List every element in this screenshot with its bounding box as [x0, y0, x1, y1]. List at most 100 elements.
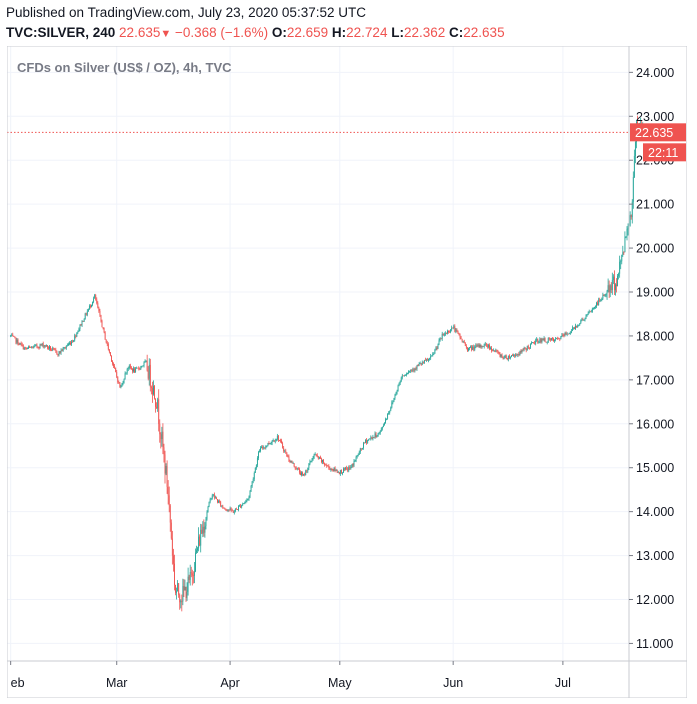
candle-body	[63, 347, 65, 349]
candle-body	[443, 334, 445, 336]
candle-body	[399, 381, 401, 383]
candle-body	[193, 571, 195, 576]
candle-body	[403, 375, 405, 377]
candle-body	[263, 447, 265, 449]
candle-body	[44, 345, 46, 347]
candle-body	[459, 334, 461, 338]
candle-body	[187, 576, 189, 592]
candle-body	[445, 333, 447, 335]
candle-body	[441, 333, 443, 339]
candle-body	[323, 459, 325, 464]
candle-body	[324, 463, 326, 465]
candle-body	[390, 407, 392, 411]
countdown-tag	[643, 143, 686, 162]
candle-body	[418, 364, 420, 366]
candle-body	[568, 333, 570, 335]
candle-body	[147, 370, 149, 379]
candle-body	[161, 431, 163, 440]
time-axis[interactable]: eb Mar Apr May Jun Jul	[10, 661, 571, 690]
candle-body	[397, 385, 399, 392]
candle-body	[330, 468, 332, 470]
candle-body	[464, 343, 466, 347]
candle-body	[148, 364, 150, 379]
candle-body	[358, 451, 360, 455]
price-tick-label: 14.000	[636, 505, 674, 519]
candle-body	[360, 448, 362, 450]
candle-body	[246, 499, 248, 501]
candle-body	[422, 362, 424, 364]
candle-body	[556, 337, 558, 339]
candle-body	[574, 327, 575, 330]
candle-body	[583, 319, 585, 321]
candle-body	[107, 344, 109, 350]
candle-body	[175, 584, 176, 593]
candle-body	[599, 299, 601, 301]
candle-body	[378, 432, 380, 434]
candle-body	[382, 425, 384, 427]
candle-body	[615, 284, 616, 291]
candle-body	[514, 355, 516, 357]
candle-body	[181, 600, 183, 602]
candle-body	[11, 334, 13, 336]
candle-body	[331, 468, 333, 470]
candle-body	[12, 334, 14, 337]
candle-body	[240, 505, 242, 508]
candle-body	[312, 458, 314, 460]
candle-body	[491, 347, 493, 351]
candle-body	[251, 481, 253, 486]
candle-body	[466, 347, 468, 351]
candle-body	[167, 486, 169, 496]
low-label: L:	[391, 25, 404, 40]
candle-body	[64, 347, 66, 349]
candle-body	[367, 439, 369, 443]
candle-body	[319, 457, 321, 459]
candle-body	[327, 465, 329, 467]
candle-body	[303, 474, 305, 476]
candle-body	[117, 376, 119, 383]
candle-body	[109, 352, 111, 356]
candle-body	[571, 327, 573, 331]
candle-body	[217, 499, 218, 503]
candle-body	[566, 333, 568, 335]
candle-body	[558, 338, 560, 340]
candle-body	[580, 320, 582, 324]
candle-body	[62, 347, 64, 352]
candle-body	[384, 423, 385, 426]
candle-body	[597, 302, 599, 306]
price-tick-label: 13.000	[636, 549, 674, 563]
candle-body	[437, 344, 439, 349]
candle-body	[143, 362, 145, 366]
candle-body	[598, 299, 600, 306]
candle-body	[36, 344, 38, 347]
candle-body	[389, 410, 391, 413]
candle-body	[160, 434, 162, 440]
candle-body	[70, 342, 71, 345]
candle-body	[588, 311, 590, 314]
candle-body	[326, 465, 328, 466]
candle-body	[609, 285, 611, 293]
candle-body	[190, 572, 192, 574]
candle-body	[528, 347, 530, 349]
candle-body	[354, 460, 356, 462]
candle-body	[285, 450, 287, 453]
candle-body	[578, 324, 580, 326]
candle-body	[576, 325, 578, 328]
candle-body	[318, 457, 320, 459]
candle-body	[415, 368, 417, 370]
candle-body	[280, 440, 281, 442]
candle-body	[374, 433, 376, 437]
candle-body	[617, 275, 619, 287]
candle-body	[199, 536, 201, 546]
candle-body	[581, 319, 583, 321]
candle-body	[479, 344, 481, 348]
candle-body	[282, 443, 284, 448]
time-tick-label: Apr	[220, 676, 239, 690]
candle-body	[205, 518, 207, 526]
price-chart[interactable]: 11.000 12.000 13.000 14.000 15.000 16.000 17.0…	[7, 46, 687, 698]
close-value: 22.635	[463, 25, 505, 40]
candle-body	[410, 369, 412, 372]
candle-body	[201, 529, 203, 534]
candle-body	[54, 348, 56, 350]
candle-body	[550, 338, 552, 341]
candle-body	[39, 344, 41, 349]
